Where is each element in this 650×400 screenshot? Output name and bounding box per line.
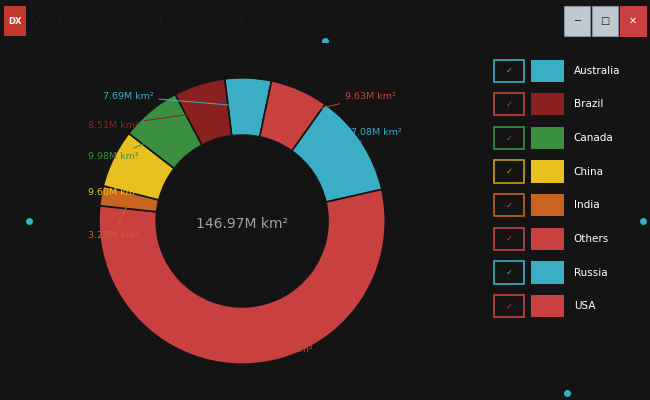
Text: USA: USA (574, 301, 595, 311)
Text: 8.51M km²: 8.51M km² (88, 112, 205, 130)
Text: 9.98M km²: 9.98M km² (88, 134, 166, 161)
Bar (494, 194, 524, 216)
Text: ✓: ✓ (506, 134, 513, 142)
Bar (530, 60, 564, 82)
Text: VCL Charts: Doughnut View Tutorial: VCL Charts: Doughnut View Tutorial (32, 14, 243, 28)
Text: Brazil: Brazil (574, 99, 603, 109)
Bar (494, 228, 524, 250)
Bar (592, 6, 618, 36)
Bar (494, 160, 524, 183)
Bar (494, 295, 524, 317)
Text: ✕: ✕ (629, 16, 637, 26)
Text: 9.60M km²: 9.60M km² (88, 173, 139, 197)
Text: 7.69M km²: 7.69M km² (103, 92, 244, 106)
Wedge shape (129, 94, 202, 168)
Bar (530, 194, 564, 216)
Text: ✓: ✓ (506, 100, 513, 109)
Wedge shape (176, 79, 231, 145)
Wedge shape (99, 190, 385, 364)
Wedge shape (99, 186, 159, 212)
Text: 146.97M km²: 146.97M km² (196, 217, 288, 231)
Text: ✓: ✓ (506, 201, 513, 210)
Bar (530, 127, 564, 149)
Text: ─: ─ (574, 16, 580, 26)
Text: ✓: ✓ (506, 167, 513, 176)
Bar (530, 262, 564, 284)
Wedge shape (103, 134, 174, 200)
Text: ✓: ✓ (506, 302, 513, 311)
Text: ✓: ✓ (506, 234, 513, 243)
Bar (530, 295, 564, 317)
Bar (530, 160, 564, 183)
Text: 9.63M km²: 9.63M km² (291, 92, 396, 116)
Text: 17.08M km²: 17.08M km² (340, 128, 402, 156)
Text: □: □ (601, 16, 610, 26)
Text: Others: Others (574, 234, 609, 244)
Bar (494, 262, 524, 284)
Text: 81.20M km²: 81.20M km² (252, 336, 313, 354)
Wedge shape (260, 81, 325, 151)
Text: India: India (574, 200, 599, 210)
Bar (620, 6, 646, 36)
Bar (530, 93, 564, 115)
Bar (494, 127, 524, 149)
Bar (494, 60, 524, 82)
Text: ✓: ✓ (506, 66, 513, 75)
Wedge shape (225, 78, 272, 137)
Text: ✓: ✓ (506, 268, 513, 277)
Text: DX: DX (8, 16, 21, 26)
Text: Australia: Australia (574, 66, 620, 76)
Bar (564, 6, 590, 36)
Text: China: China (574, 166, 604, 176)
Wedge shape (292, 104, 382, 202)
Bar (494, 93, 524, 115)
Bar (530, 228, 564, 250)
Text: Russia: Russia (574, 268, 607, 278)
Text: 3.29M km²: 3.29M km² (88, 203, 139, 240)
Text: Canada: Canada (574, 133, 614, 143)
Bar (4, 6, 26, 36)
